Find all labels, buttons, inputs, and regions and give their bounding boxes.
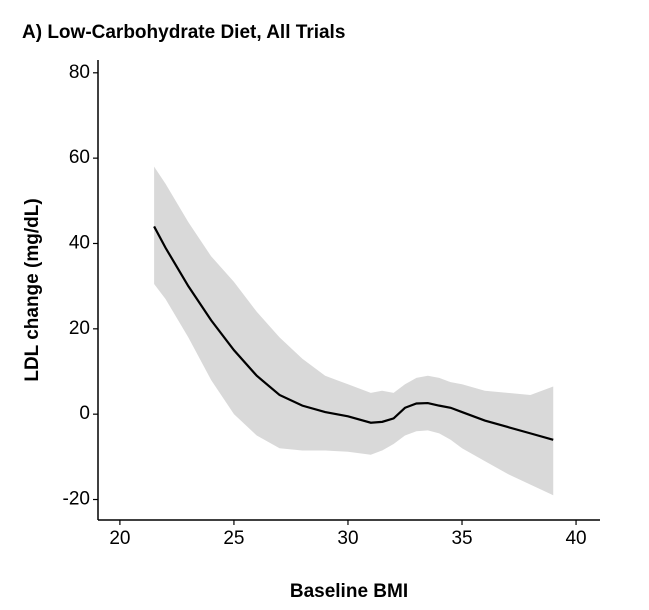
x-tick-label: 35: [451, 528, 472, 549]
x-tick-label: 40: [565, 528, 586, 549]
y-axis-title: LDL change (mg/dL): [22, 198, 43, 381]
y-tick-label: -20: [63, 489, 90, 510]
y-tick-label: 0: [79, 403, 90, 424]
line: [153, 225, 554, 441]
x-tick-label: 30: [337, 528, 358, 549]
y-tick-label: 60: [69, 147, 90, 168]
x-tick-label: 20: [109, 528, 130, 549]
y-tick-label: 20: [69, 318, 90, 339]
chart-title: A) Low-Carbohydrate Diet, All Trials: [22, 22, 345, 43]
x-axis-title: Baseline BMI: [290, 581, 408, 602]
x-tick-label: 25: [223, 528, 244, 549]
y-tick-label: 40: [69, 233, 90, 254]
y-tick-label: 80: [69, 62, 90, 83]
confidence-band: [154, 166, 554, 496]
